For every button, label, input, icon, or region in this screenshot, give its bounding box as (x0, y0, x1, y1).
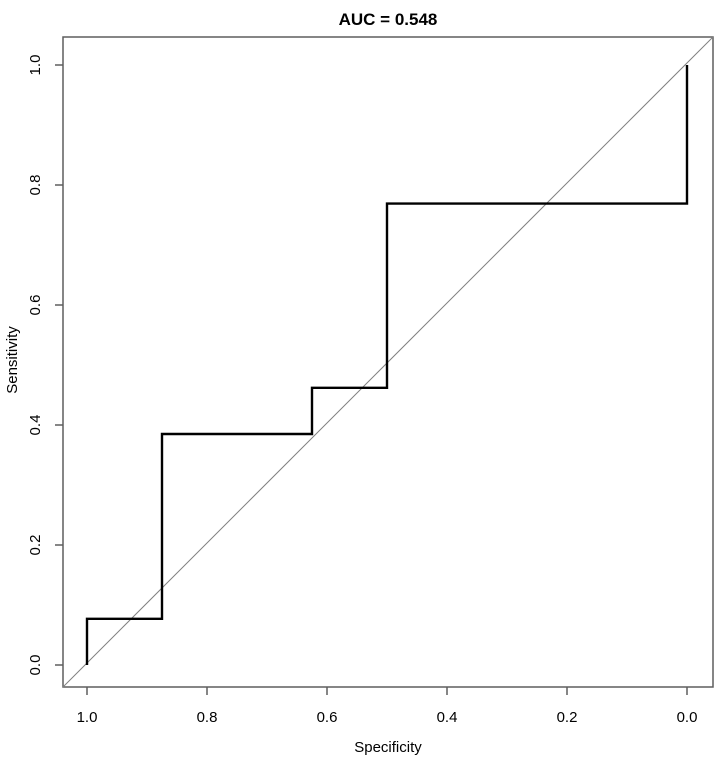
roc-curve (85, 65, 689, 665)
y-tick-label: 1.0 (27, 55, 44, 76)
y-axis-ticks: 0.0 0.2 0.4 0.6 0.8 1.0 (27, 55, 63, 676)
y-tick-label: 0.2 (27, 535, 44, 556)
y-tick-label: 0.8 (27, 175, 44, 196)
x-tick-label: 0.4 (437, 709, 458, 726)
x-tick-label: 0.2 (557, 709, 578, 726)
x-tick-label: 0.6 (317, 709, 338, 726)
x-tick-label: 0.0 (677, 709, 698, 726)
x-tick-label: 0.8 (197, 709, 218, 726)
x-axis-ticks: 1.0 0.8 0.6 0.4 0.2 0.0 (77, 687, 698, 726)
x-axis-label: Specificity (354, 739, 422, 756)
chart-title: AUC = 0.548 (339, 10, 438, 29)
y-tick-label: 0.4 (27, 415, 44, 436)
y-tick-label: 0.0 (27, 655, 44, 676)
y-axis-label: Sensitivity (4, 326, 21, 394)
y-tick-label: 0.6 (27, 295, 44, 316)
x-tick-label: 1.0 (77, 709, 98, 726)
plot-box (62, 36, 714, 688)
